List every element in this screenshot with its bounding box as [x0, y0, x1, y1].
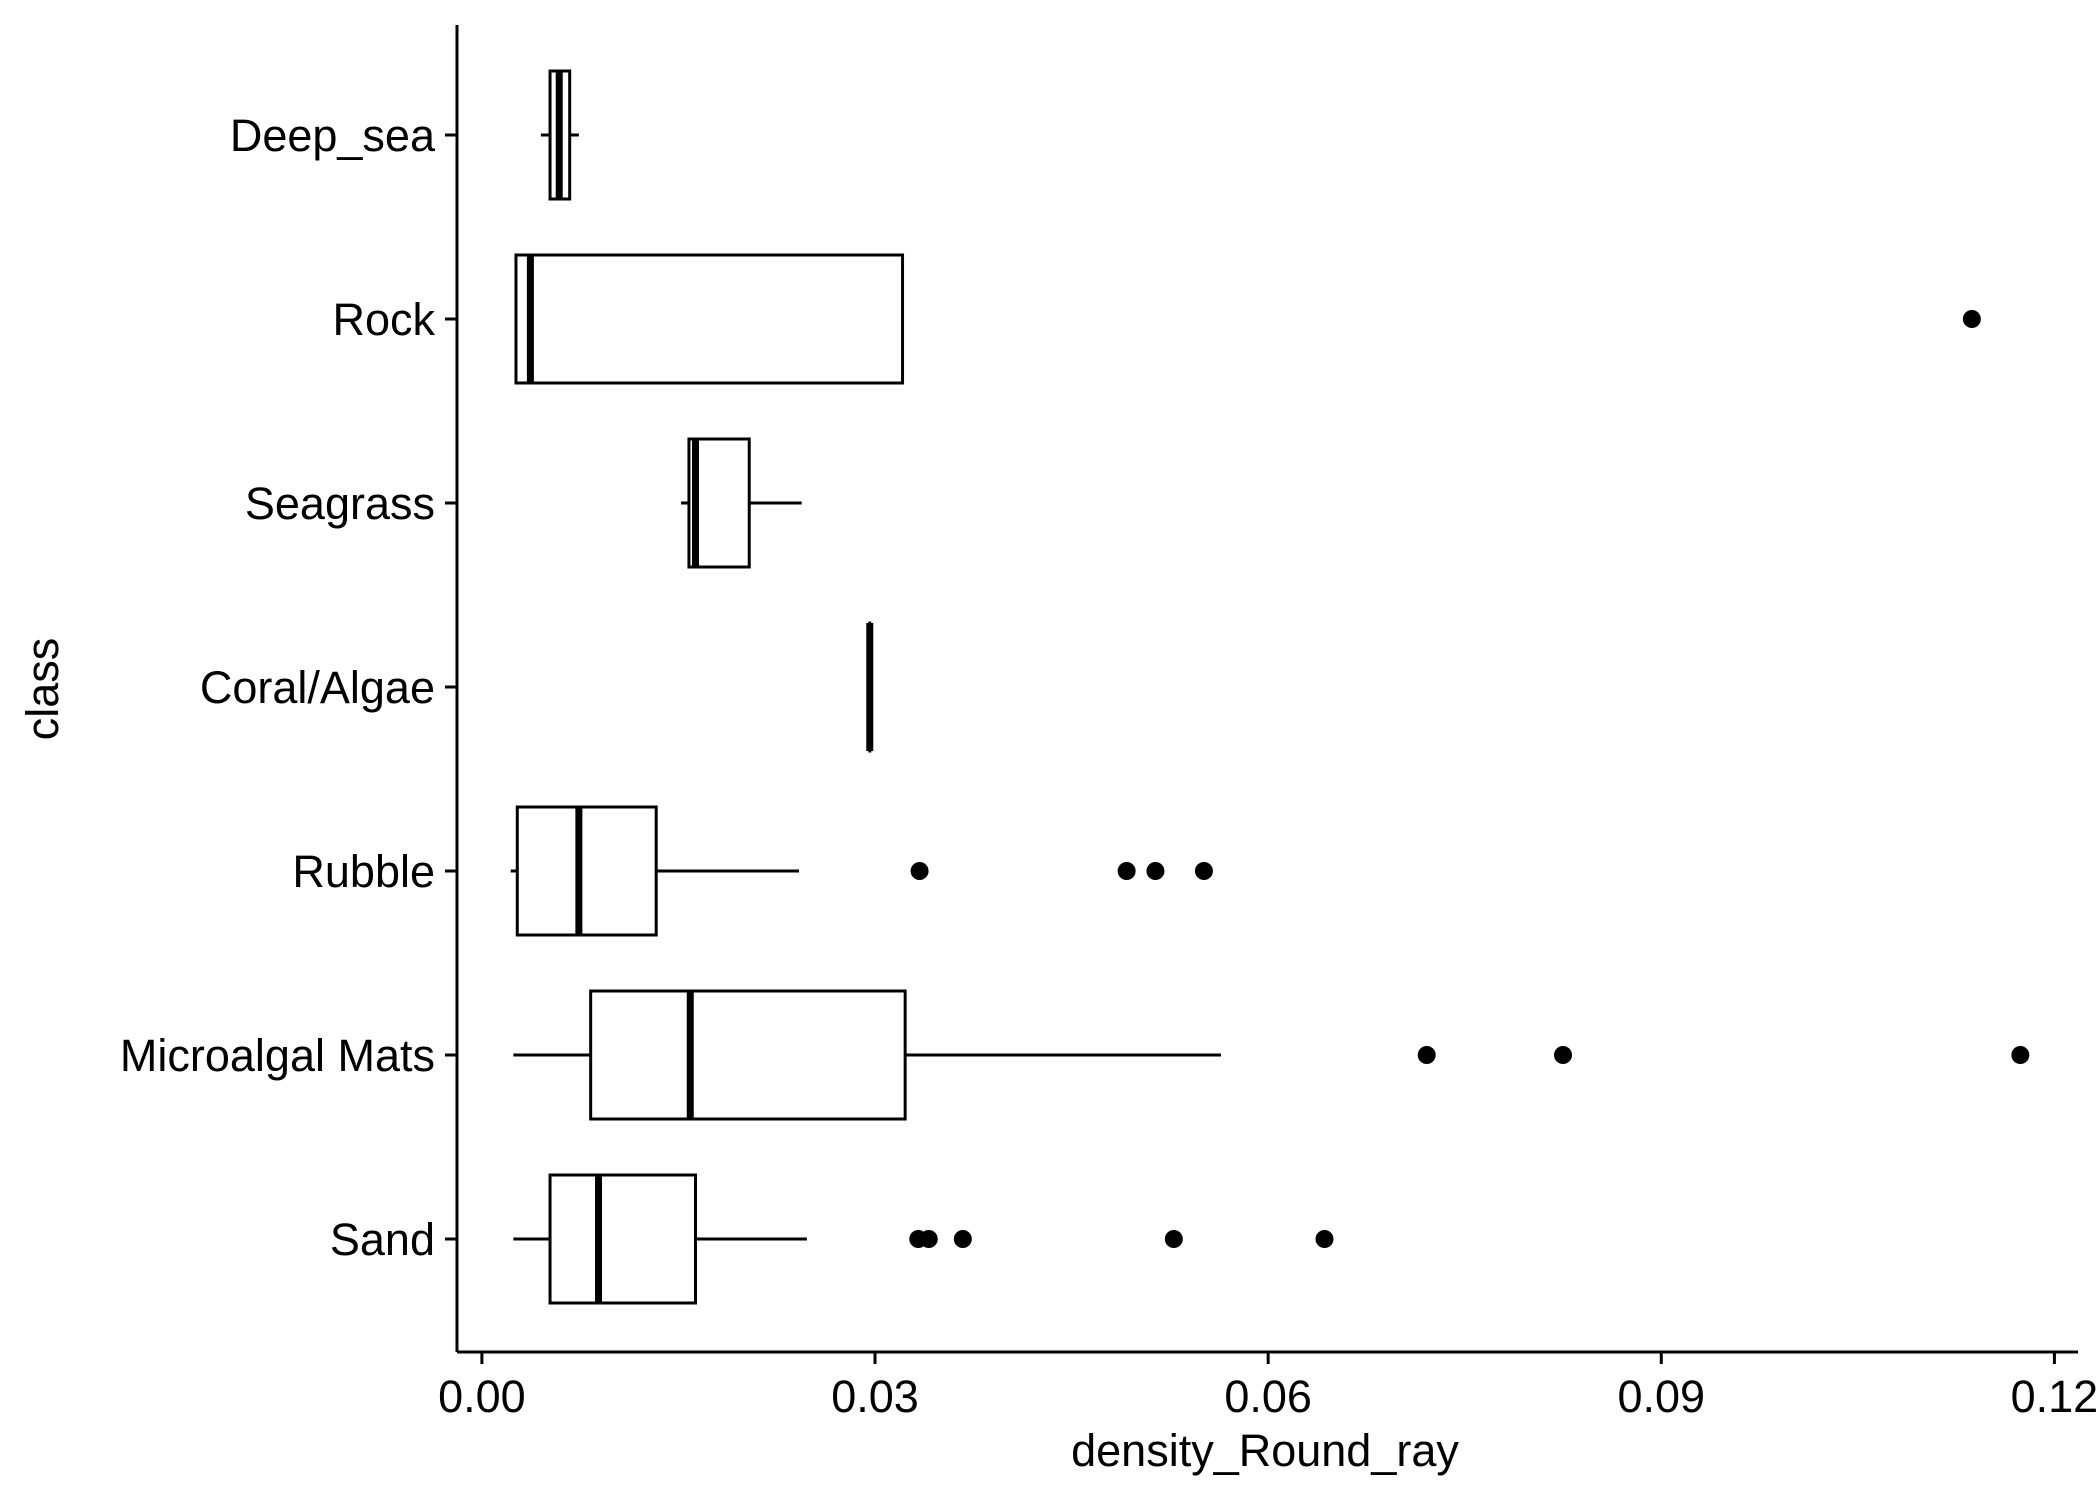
y-axis-title: class [17, 638, 68, 741]
x-axis-title: density_Round_ray [1071, 1425, 1459, 1476]
x-tick-label: 0.06 [1224, 1371, 1312, 1422]
axes [455, 25, 2078, 1354]
box-group [681, 437, 802, 569]
outlier-point [1417, 1046, 1436, 1064]
x-axis-ticks: 0.00 0.03 0.06 0.09 0.12 [438, 1352, 2098, 1422]
y-tick-label: Deep_sea [230, 110, 436, 161]
y-tick-label: Sand [330, 1214, 435, 1265]
box-group [514, 253, 1981, 385]
outlier-point [1194, 862, 1213, 880]
outlier-point [1164, 1230, 1183, 1248]
box-group [513, 989, 2030, 1121]
outlier-point [953, 1230, 972, 1248]
outlier-point [919, 1230, 938, 1248]
y-tick-label: Rock [332, 294, 435, 345]
y-tick-label: Seagrass [245, 478, 435, 529]
x-tick-label: 0.09 [1617, 1371, 1705, 1422]
y-tick-label: Coral/Algae [200, 662, 435, 713]
plot-area [510, 69, 2030, 1305]
y-axis-ticks: Deep_sea Rock Seagrass Coral/Algae Rubble Mic… [120, 110, 457, 1265]
x-tick-label: 0.00 [438, 1371, 526, 1422]
outlier-point [1117, 862, 1136, 880]
outlier-point [2011, 1046, 2030, 1064]
x-tick-label: 0.03 [831, 1371, 919, 1422]
outlier-point [910, 862, 929, 880]
y-tick-label: Microalgal Mats [120, 1030, 435, 1081]
box-group [513, 1173, 1334, 1305]
y-tick-label: Rubble [292, 846, 435, 897]
box-group [540, 69, 579, 201]
box-iqr [548, 1173, 697, 1305]
x-tick-label: 0.12 [2011, 1371, 2099, 1422]
box-iqr [515, 805, 658, 937]
box-iqr [514, 253, 905, 385]
box-group [510, 805, 1213, 937]
outlier-point [1962, 310, 1981, 328]
outlier-point [1554, 1046, 1573, 1064]
box-iqr [589, 989, 907, 1121]
outlier-point [1146, 862, 1165, 880]
outlier-point [1315, 1230, 1334, 1248]
